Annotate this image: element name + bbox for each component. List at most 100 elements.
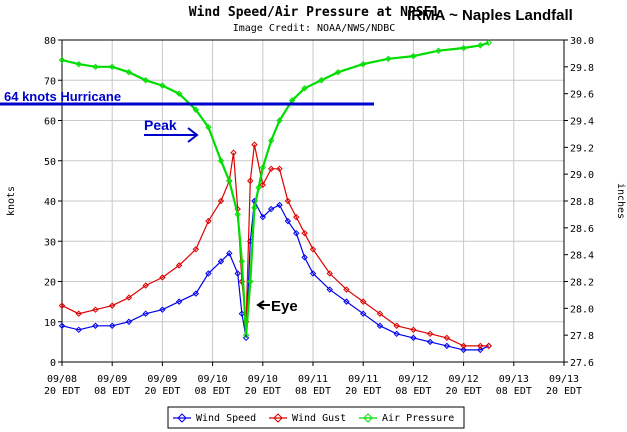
data-point bbox=[259, 213, 267, 221]
data-point bbox=[426, 338, 434, 346]
y-tick-label-right: 29.2 bbox=[570, 143, 594, 154]
x-tick-label: 20 EDT bbox=[245, 386, 281, 397]
y-tick-label-right: 29.6 bbox=[570, 90, 594, 101]
data-point bbox=[217, 258, 225, 265]
data-point bbox=[251, 204, 258, 211]
data-point bbox=[192, 246, 200, 253]
data-point bbox=[443, 334, 451, 342]
data-point bbox=[92, 322, 99, 329]
y-tick-label-right: 28.8 bbox=[570, 197, 594, 208]
y-tick-label-left: 50 bbox=[44, 157, 56, 168]
data-point bbox=[276, 117, 283, 124]
x-tick-label: 09/09 bbox=[97, 374, 127, 385]
x-tick-label: 09/12 bbox=[398, 374, 428, 385]
data-point bbox=[343, 298, 350, 305]
data-point bbox=[334, 68, 342, 76]
data-point bbox=[234, 211, 241, 218]
data-point bbox=[159, 82, 166, 89]
data-point bbox=[125, 68, 133, 76]
data-point bbox=[230, 149, 237, 156]
series-line bbox=[61, 198, 489, 351]
peak-label: Peak bbox=[144, 117, 177, 133]
y-tick-label-right: 27.6 bbox=[570, 358, 594, 369]
series-wind-gust bbox=[58, 141, 492, 350]
y-tick-label-left: 60 bbox=[44, 117, 56, 128]
data-point bbox=[376, 310, 384, 317]
data-point bbox=[443, 342, 451, 350]
x-tick-label: 09/09 bbox=[147, 374, 177, 385]
data-point bbox=[267, 165, 275, 173]
data-point bbox=[267, 137, 275, 144]
y-tick-label-right: 29.8 bbox=[570, 63, 594, 74]
data-point bbox=[293, 213, 300, 221]
data-point bbox=[142, 282, 149, 289]
data-point bbox=[359, 298, 367, 305]
data-point bbox=[226, 250, 233, 257]
x-tick-label: 20 EDT bbox=[345, 386, 381, 397]
y-axis-label-right: inches bbox=[615, 183, 626, 219]
data-point bbox=[159, 274, 166, 281]
series-air-pressure bbox=[58, 39, 492, 339]
data-point bbox=[75, 60, 82, 68]
data-point bbox=[477, 346, 484, 354]
data-point bbox=[205, 124, 212, 131]
data-point bbox=[477, 342, 484, 350]
data-point bbox=[238, 258, 246, 265]
grid bbox=[61, 39, 565, 363]
x-tick-label: 09/10 bbox=[248, 374, 278, 385]
data-point bbox=[247, 278, 254, 285]
data-point bbox=[293, 229, 300, 237]
data-point bbox=[276, 201, 283, 209]
y-tick-label-right: 29.0 bbox=[570, 170, 594, 181]
peak-arrow-icon bbox=[144, 127, 199, 143]
data-point bbox=[460, 346, 467, 354]
data-point bbox=[284, 197, 292, 205]
y-tick-label-right: 28.0 bbox=[570, 304, 594, 315]
y-axis-label-left: knots bbox=[6, 186, 17, 216]
data-point bbox=[410, 52, 417, 60]
y-tick-label-right: 29.4 bbox=[570, 117, 594, 128]
x-tick-label: 20 EDT bbox=[144, 386, 180, 397]
data-point bbox=[58, 56, 66, 64]
data-point bbox=[259, 181, 267, 189]
y-tick-label-right: 28.2 bbox=[570, 278, 594, 289]
x-tick-label: 09/11 bbox=[348, 374, 378, 385]
data-point bbox=[259, 164, 267, 171]
data-point bbox=[477, 42, 484, 49]
y-tick-label-left: 80 bbox=[44, 36, 56, 47]
y-tick-label-left: 20 bbox=[44, 278, 56, 289]
data-point bbox=[410, 326, 417, 334]
data-point bbox=[234, 270, 241, 277]
data-point bbox=[301, 229, 308, 237]
data-point bbox=[309, 246, 317, 253]
legend-box bbox=[167, 406, 465, 429]
data-point bbox=[301, 85, 308, 92]
legend-label-wind-speed: Wind Speed bbox=[196, 413, 256, 424]
data-point bbox=[318, 77, 325, 84]
data-point bbox=[267, 205, 275, 213]
data-point bbox=[125, 294, 133, 301]
data-point bbox=[175, 262, 183, 269]
x-tick-label: 09/10 bbox=[198, 374, 228, 385]
data-point bbox=[192, 290, 200, 297]
data-point bbox=[276, 165, 283, 173]
data-point bbox=[251, 141, 258, 148]
x-tick-label: 20 EDT bbox=[546, 386, 582, 397]
data-point bbox=[205, 217, 212, 225]
data-point bbox=[108, 63, 116, 71]
chart-title: Wind Speed/Air Pressure at NPSF1 bbox=[189, 5, 440, 20]
x-tick-label: 09/08 bbox=[47, 374, 77, 385]
eye-label: Eye bbox=[271, 298, 298, 315]
data-point bbox=[142, 77, 149, 84]
data-point bbox=[217, 157, 225, 164]
data-point bbox=[125, 318, 133, 325]
chart-headline: IRMA ~ Naples Landfall bbox=[407, 7, 573, 24]
data-point bbox=[309, 270, 317, 277]
data-point bbox=[75, 310, 82, 317]
data-point bbox=[326, 286, 333, 293]
legend-item-air-pressure: Air Pressure bbox=[359, 413, 454, 424]
y-tick-label-right: 27.8 bbox=[570, 331, 594, 342]
hurricane-threshold-label: 64 knots Hurricane bbox=[4, 89, 121, 104]
